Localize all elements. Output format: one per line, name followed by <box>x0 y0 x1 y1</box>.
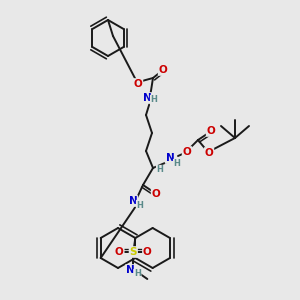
Text: H: H <box>134 269 141 278</box>
Text: N: N <box>142 93 152 103</box>
Text: S: S <box>130 247 137 257</box>
Text: O: O <box>159 65 167 75</box>
Text: O: O <box>134 79 142 89</box>
Text: O: O <box>183 147 191 157</box>
Text: H: H <box>136 200 143 209</box>
Text: O: O <box>205 148 213 158</box>
Text: N: N <box>129 196 137 206</box>
Text: O: O <box>207 126 215 136</box>
Text: N: N <box>126 265 135 275</box>
Text: H: H <box>174 160 180 169</box>
Text: H: H <box>157 166 164 175</box>
Text: H: H <box>151 95 158 104</box>
Text: O: O <box>115 247 124 257</box>
Text: O: O <box>143 247 152 257</box>
Text: N: N <box>166 153 174 163</box>
Text: O: O <box>152 189 160 199</box>
